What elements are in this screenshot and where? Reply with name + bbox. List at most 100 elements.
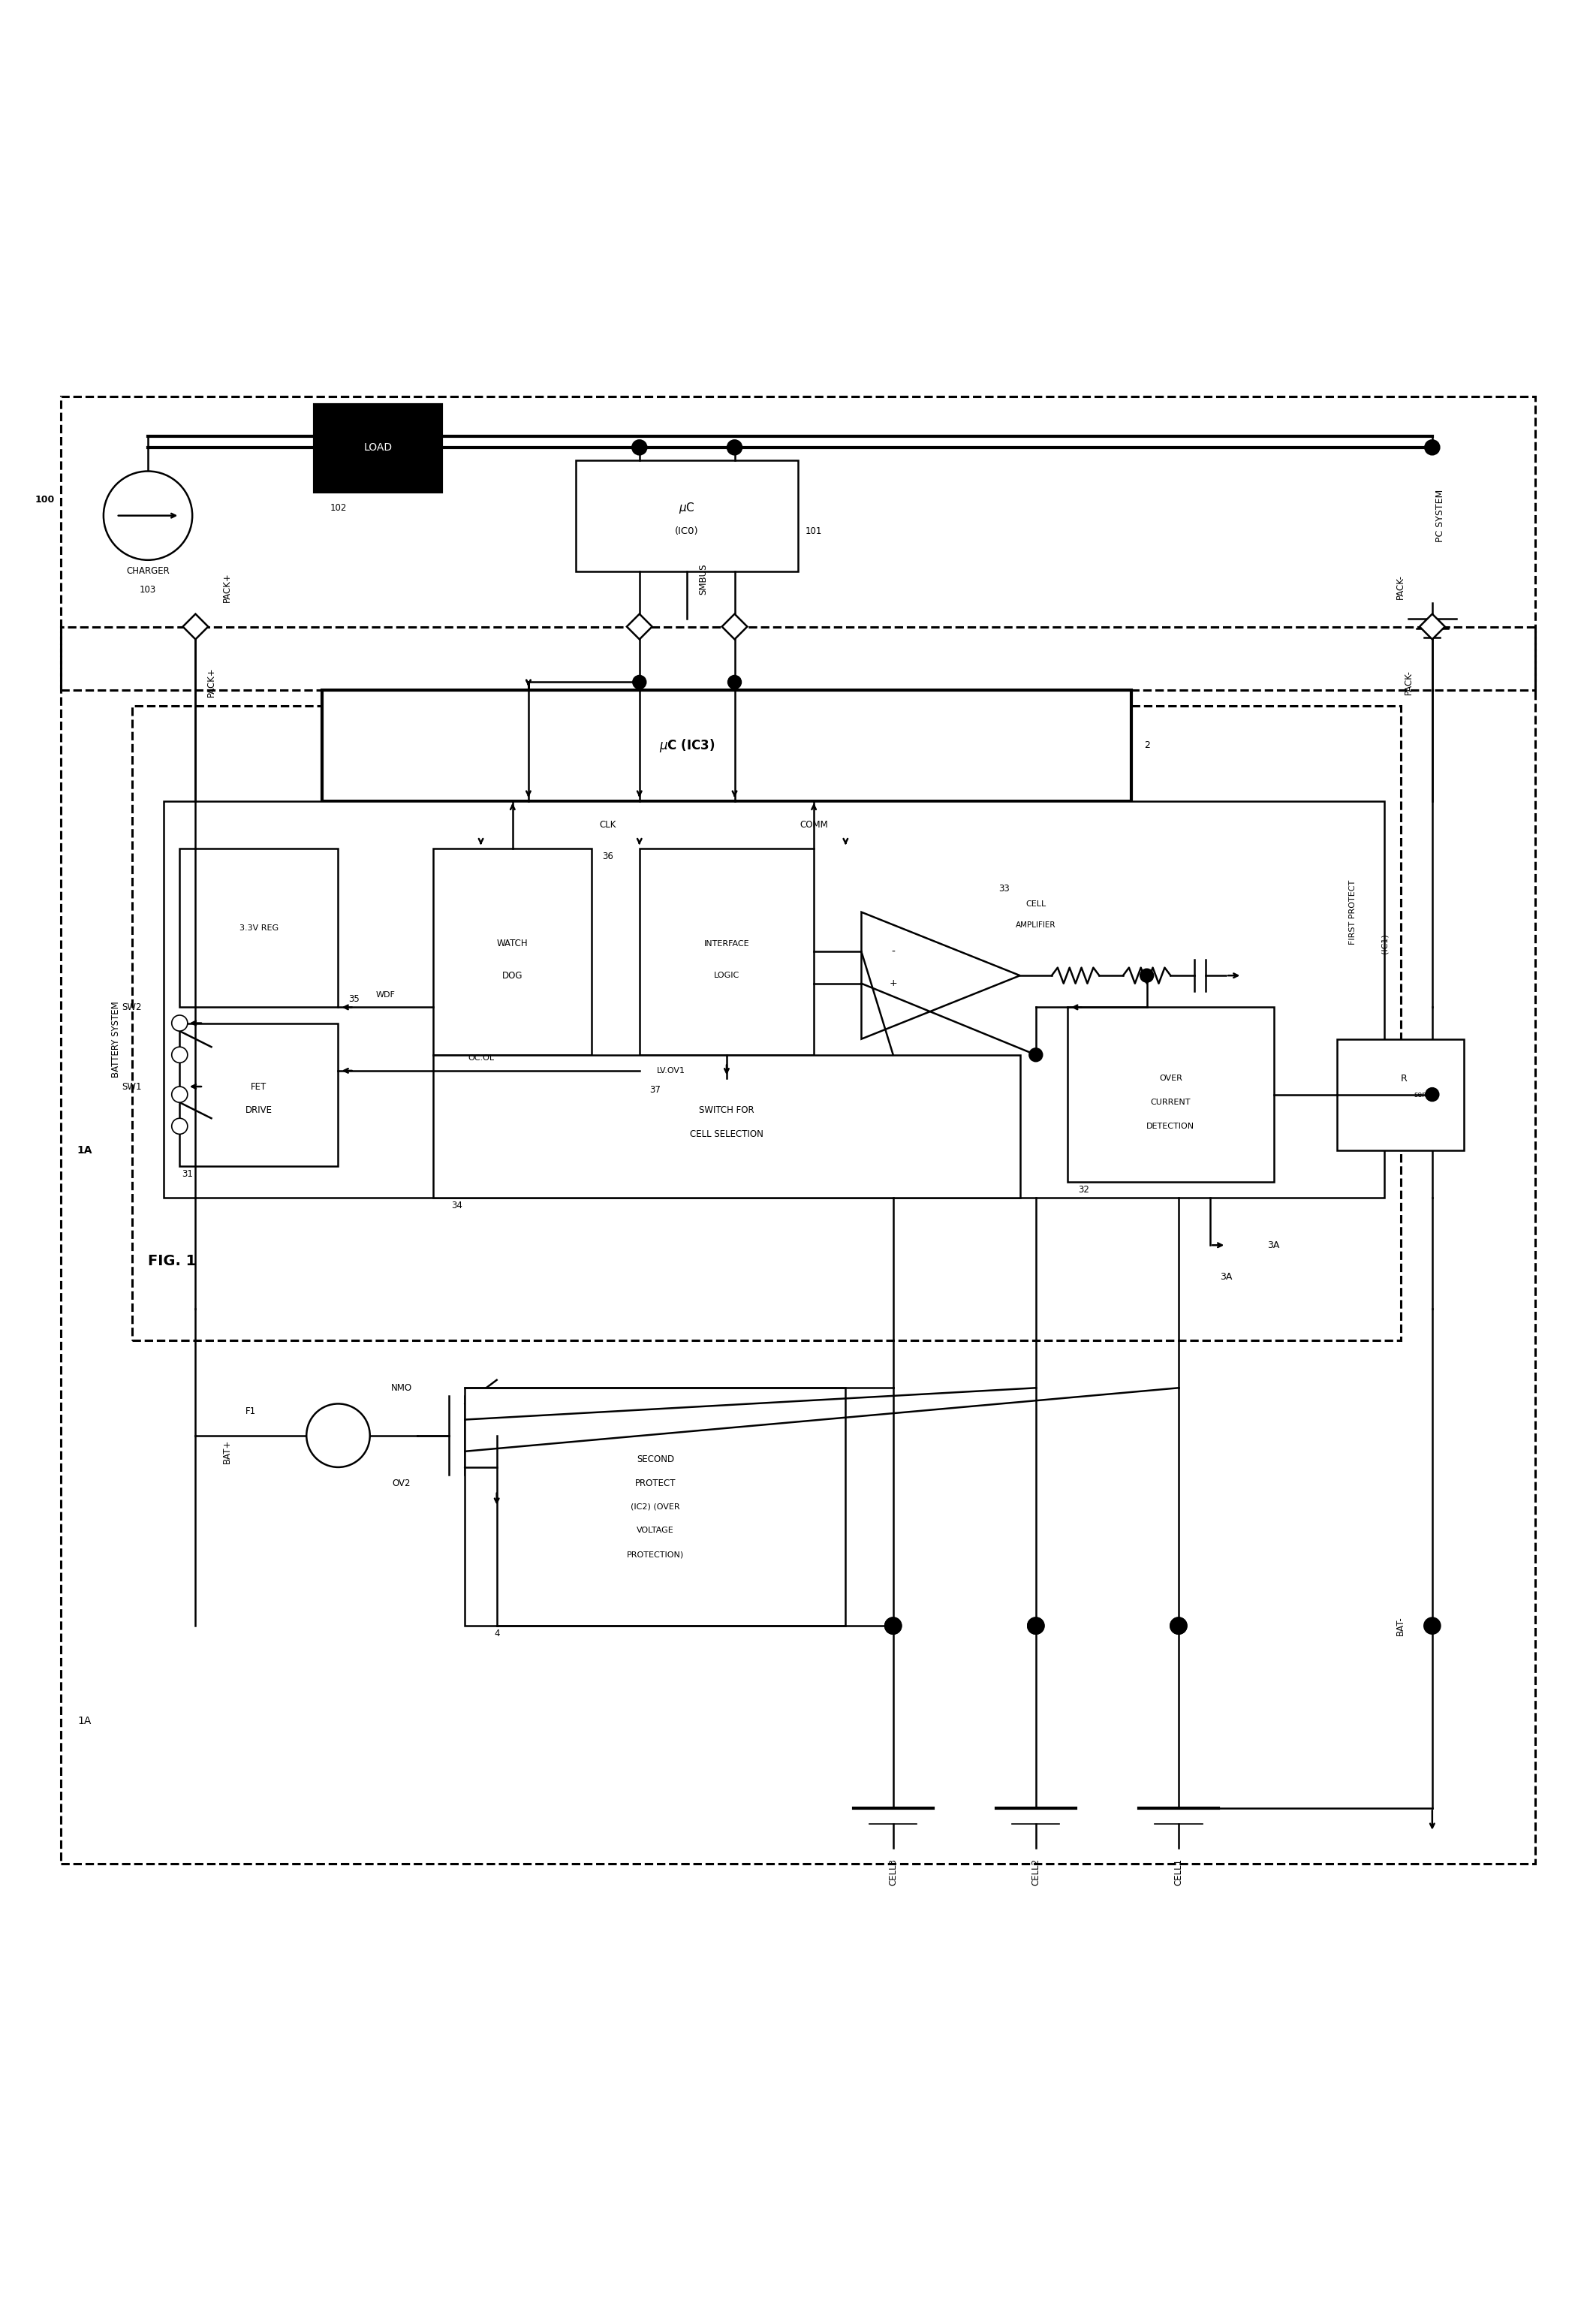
Text: CELL1: CELL1 [1173, 1858, 1183, 1886]
Text: sense: sense [1414, 1090, 1435, 1097]
Text: COMM: COMM [800, 821, 828, 830]
Bar [314, 405, 440, 492]
Text: BAT-: BAT- [1395, 1617, 1406, 1635]
Circle shape [1028, 1617, 1044, 1633]
Text: 3A: 3A [1267, 1240, 1280, 1249]
Text: SMBUS: SMBUS [697, 564, 707, 596]
Text: 102: 102 [330, 504, 346, 513]
Circle shape [1425, 439, 1440, 455]
Circle shape [172, 1118, 188, 1134]
Text: LOGIC: LOGIC [713, 973, 739, 980]
Text: PACK-: PACK- [1403, 669, 1414, 695]
Circle shape [1425, 1088, 1438, 1102]
Text: (IC0): (IC0) [675, 527, 699, 536]
Bar [1068, 1007, 1274, 1182]
Text: NMO: NMO [391, 1382, 412, 1394]
Text: 1A: 1A [78, 1716, 91, 1727]
Bar [61, 396, 1535, 690]
Text: +: + [889, 977, 897, 989]
Text: CURRENT: CURRENT [1151, 1099, 1191, 1106]
Text: 37: 37 [650, 1086, 661, 1095]
Text: $\mu$C: $\mu$C [678, 501, 696, 515]
Text: BATTERY SYSTEM: BATTERY SYSTEM [112, 1000, 121, 1076]
Circle shape [1141, 968, 1154, 982]
Text: WDF: WDF [377, 991, 396, 998]
Text: FIG. 1: FIG. 1 [148, 1254, 196, 1267]
Text: 1A: 1A [77, 1145, 93, 1155]
Text: OC.OL: OC.OL [468, 1053, 495, 1063]
Text: 101: 101 [806, 527, 822, 536]
Text: -: - [891, 948, 895, 957]
Text: CHARGER: CHARGER [126, 566, 169, 575]
Text: 3.3V REG: 3.3V REG [239, 925, 278, 932]
Polygon shape [721, 614, 747, 639]
Circle shape [306, 1403, 370, 1467]
Text: INTERFACE: INTERFACE [704, 941, 750, 948]
Circle shape [1029, 1049, 1042, 1060]
Text: SWITCH FOR: SWITCH FOR [699, 1106, 755, 1115]
Text: PACK-: PACK- [1395, 575, 1406, 600]
Text: 32: 32 [1077, 1184, 1088, 1194]
Text: 34: 34 [452, 1201, 463, 1210]
Circle shape [1424, 1617, 1440, 1633]
Text: AMPLIFIER: AMPLIFIER [1015, 920, 1057, 929]
Bar [576, 460, 798, 570]
Text: (IC2) (OVER: (IC2) (OVER [630, 1504, 680, 1511]
Bar [434, 849, 592, 1056]
Text: 2: 2 [1144, 741, 1149, 750]
Text: 3A: 3A [1219, 1272, 1232, 1281]
Bar [464, 1387, 846, 1626]
Circle shape [1170, 1617, 1186, 1633]
Text: SECOND: SECOND [637, 1454, 674, 1465]
Text: PROTECTION): PROTECTION) [627, 1550, 685, 1557]
Text: DRIVE: DRIVE [246, 1106, 273, 1115]
Bar [640, 849, 814, 1056]
Text: OV2: OV2 [393, 1479, 410, 1488]
Bar [164, 800, 1385, 1198]
Circle shape [104, 471, 192, 559]
Circle shape [886, 1617, 902, 1633]
Text: (IC1): (IC1) [1381, 934, 1389, 954]
Text: VOLTAGE: VOLTAGE [637, 1527, 674, 1534]
Text: SW2: SW2 [123, 1003, 142, 1012]
Text: CLK: CLK [600, 821, 616, 830]
Text: F1: F1 [246, 1408, 257, 1417]
Text: 103: 103 [139, 584, 156, 596]
Bar [1337, 1040, 1464, 1150]
Circle shape [886, 1617, 902, 1633]
Text: FET: FET [251, 1081, 267, 1092]
Circle shape [728, 439, 742, 455]
Text: DETECTION: DETECTION [1146, 1122, 1195, 1129]
Text: BAT+: BAT+ [222, 1440, 231, 1463]
Bar [180, 849, 338, 1007]
Bar [434, 1056, 1020, 1198]
Text: WATCH: WATCH [496, 938, 528, 948]
Text: LV.OV1: LV.OV1 [658, 1067, 685, 1074]
Text: 33: 33 [999, 883, 1010, 892]
Text: $\mu$C (IC3): $\mu$C (IC3) [659, 738, 715, 754]
Text: 31: 31 [182, 1168, 193, 1178]
Circle shape [1170, 1617, 1186, 1633]
Bar [322, 690, 1132, 800]
Polygon shape [862, 913, 1020, 1040]
Text: DOG: DOG [503, 971, 523, 980]
Text: FIRST PROTECT: FIRST PROTECT [1349, 879, 1357, 945]
Circle shape [172, 1086, 188, 1102]
Polygon shape [1419, 614, 1444, 639]
Text: PACK+: PACK+ [206, 667, 215, 697]
Bar [132, 706, 1401, 1341]
Text: R: R [1400, 1074, 1408, 1083]
Text: PACK+: PACK+ [222, 573, 231, 603]
Text: 36: 36 [602, 851, 613, 862]
Text: SW1: SW1 [123, 1081, 142, 1092]
Text: PC SYSTEM: PC SYSTEM [1435, 490, 1444, 543]
Text: LOAD: LOAD [364, 442, 393, 453]
Circle shape [172, 1046, 188, 1063]
Text: CELL2: CELL2 [1031, 1858, 1041, 1886]
Text: 100: 100 [35, 494, 54, 504]
Bar [180, 1024, 338, 1166]
Text: 4: 4 [493, 1628, 500, 1638]
Text: CELL SELECTION: CELL SELECTION [689, 1129, 763, 1138]
Circle shape [1028, 1617, 1044, 1633]
Polygon shape [184, 614, 207, 639]
